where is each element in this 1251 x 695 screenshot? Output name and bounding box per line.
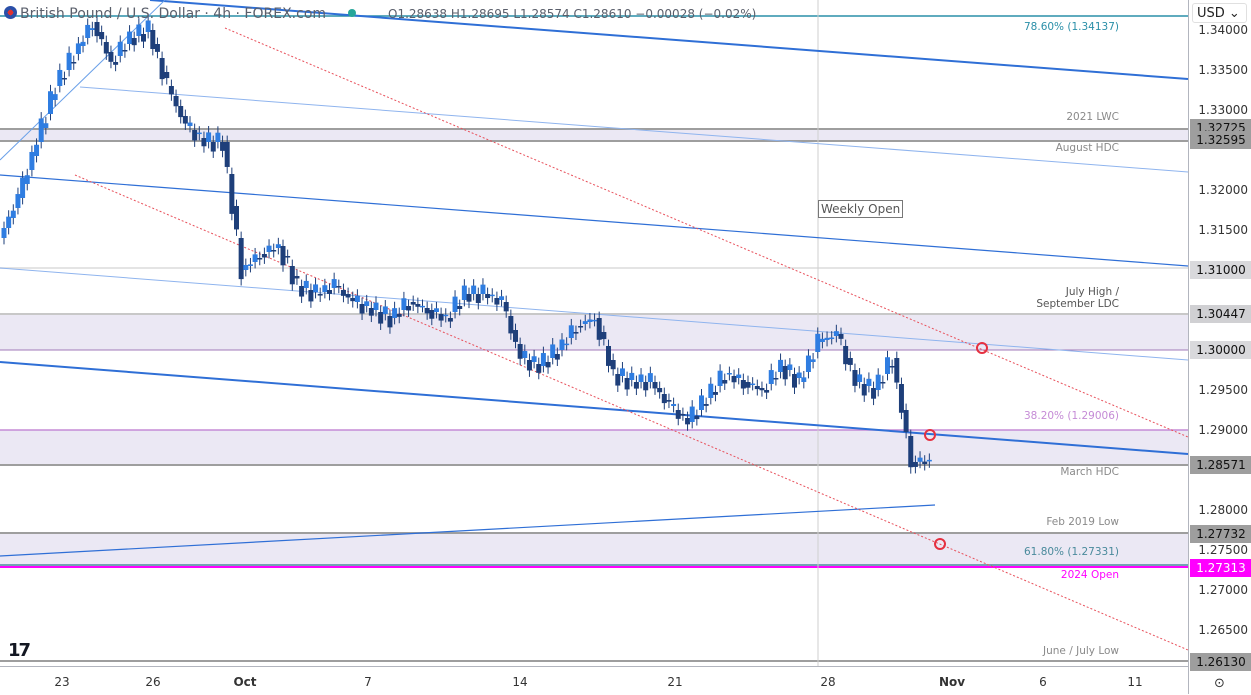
zone-feb2019-2024open — [0, 533, 1188, 566]
level-annotation: March HDC — [1060, 466, 1119, 478]
price-tick: 1.29000 — [1198, 423, 1248, 437]
price-axis[interactable]: 1.34000 1.33500 1.33000 1.32000 1.31500 1.295… — [1188, 0, 1251, 694]
level-annotation: 2021 LWC — [1066, 111, 1119, 123]
level-annotation: July High / — [1065, 286, 1119, 298]
price-tick: 1.31500 — [1198, 223, 1248, 237]
level-annotation: 2024 Open — [1060, 569, 1119, 581]
price-tick: 1.33500 — [1198, 63, 1248, 77]
time-tick: 26 — [145, 675, 161, 689]
zone-2021lwc-augusthdc — [0, 129, 1188, 141]
price-level-label: 1.31000 — [1190, 261, 1251, 279]
zone-38fib-marchhdc — [0, 430, 1188, 465]
time-tick: Oct — [233, 675, 257, 689]
symbol-title: British Pound / U.S. Dollar · 4h · FOREX… — [20, 6, 327, 22]
flag-icon — [4, 6, 17, 19]
level-annotation: 38.20% (1.29006) — [1024, 410, 1119, 422]
symbol-legend[interactable]: British Pound / U.S. Dollar · 4h · FOREX… — [4, 6, 357, 22]
candlestick-chart — [0, 0, 1189, 666]
time-tick: 6 — [1039, 675, 1047, 689]
price-tick: 1.33000 — [1198, 103, 1248, 117]
price-level-label: 1.27313 — [1190, 559, 1251, 577]
price-level-label: 1.27732 — [1190, 525, 1251, 543]
time-tick: Nov — [938, 675, 966, 689]
weekly-open-label: Weekly Open — [818, 200, 904, 218]
time-tick: 28 — [820, 675, 836, 689]
price-tick: 1.28000 — [1198, 503, 1248, 517]
tradingview-logo[interactable]: 17 — [8, 640, 31, 661]
time-tick: 11 — [1127, 675, 1143, 689]
price-level-label: 1.26130 — [1190, 653, 1251, 671]
price-level-label: 1.32595 — [1190, 131, 1251, 149]
settings-icon[interactable]: ⊙ — [1214, 676, 1225, 691]
level-annotation: August HDC — [1055, 142, 1119, 154]
market-status-dot — [348, 9, 357, 17]
time-tick: 14 — [512, 675, 528, 689]
time-tick: 21 — [667, 675, 683, 689]
time-tick: 23 — [54, 675, 70, 689]
time-axis[interactable]: 23 26 Oct 7 14 21 28 Nov 6 11 — [0, 666, 1188, 695]
price-tick: 1.32000 — [1198, 183, 1248, 197]
time-tick: 7 — [364, 675, 372, 689]
price-tick: 1.29500 — [1198, 383, 1248, 397]
zone-julyhigh-1.30 — [0, 314, 1188, 350]
level-annotation: Feb 2019 Low — [1046, 516, 1119, 528]
price-level-label: 1.30000 — [1190, 341, 1251, 359]
price-level-label: 1.30447 — [1190, 305, 1251, 323]
price-tick: 1.26500 — [1198, 623, 1248, 637]
ohlc-readout: O1.28638 H1.28695 L1.28574 C1.28610 −0.0… — [388, 7, 757, 21]
chart-area[interactable]: British Pound / U.S. Dollar · 4h · FOREX… — [0, 0, 1189, 666]
currency-selector[interactable]: USD ⌄ — [1192, 3, 1247, 23]
level-annotation: 78.60% (1.34137) — [1024, 21, 1119, 33]
price-tick: 1.34000 — [1198, 23, 1248, 37]
price-tick: 1.27500 — [1198, 543, 1248, 557]
level-annotation: 61.80% (1.27331) — [1024, 546, 1119, 558]
price-tick: 1.27000 — [1198, 583, 1248, 597]
level-annotation: September LDC — [1036, 298, 1119, 310]
level-annotation: June / July Low — [1043, 645, 1119, 657]
price-level-label: 1.28571 — [1190, 456, 1251, 474]
